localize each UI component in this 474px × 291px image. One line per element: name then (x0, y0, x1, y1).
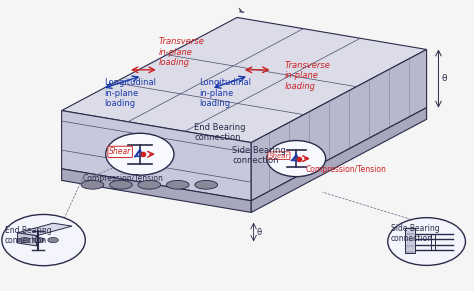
Text: Side Bearing
connection: Side Bearing connection (391, 224, 440, 244)
Text: Compression/Tension: Compression/Tension (83, 174, 164, 182)
Text: Longitudinal
in-plane
loading: Longitudinal in-plane loading (199, 78, 251, 108)
Ellipse shape (81, 180, 104, 189)
Ellipse shape (19, 237, 30, 243)
Text: Transverse
in-plane
loading: Transverse in-plane loading (159, 38, 205, 67)
Polygon shape (62, 169, 251, 212)
Circle shape (106, 133, 174, 175)
Polygon shape (62, 111, 251, 201)
Polygon shape (251, 108, 427, 212)
Text: Transverse
in-plane
loading: Transverse in-plane loading (284, 61, 330, 91)
Text: θ: θ (257, 228, 262, 237)
Text: End Bearing
connection: End Bearing connection (5, 226, 51, 245)
Circle shape (267, 141, 326, 177)
Circle shape (2, 214, 85, 266)
Ellipse shape (109, 180, 132, 189)
Text: Side Bearing
connection: Side Bearing connection (232, 146, 286, 165)
Circle shape (388, 218, 465, 265)
Text: Compression/Tension: Compression/Tension (306, 165, 387, 174)
Polygon shape (62, 17, 427, 143)
Polygon shape (18, 233, 36, 246)
Polygon shape (251, 49, 427, 201)
Ellipse shape (48, 237, 58, 243)
Text: θ: θ (442, 74, 447, 83)
Text: Shear: Shear (109, 148, 131, 156)
Text: End Bearing
connection: End Bearing connection (194, 123, 246, 142)
Ellipse shape (138, 180, 161, 189)
Text: Longitudinal
in-plane
loading: Longitudinal in-plane loading (104, 78, 156, 108)
Polygon shape (405, 228, 415, 253)
Text: Shear: Shear (269, 153, 289, 159)
Polygon shape (18, 223, 72, 236)
Ellipse shape (166, 180, 189, 189)
Ellipse shape (34, 237, 44, 243)
Ellipse shape (195, 180, 218, 189)
